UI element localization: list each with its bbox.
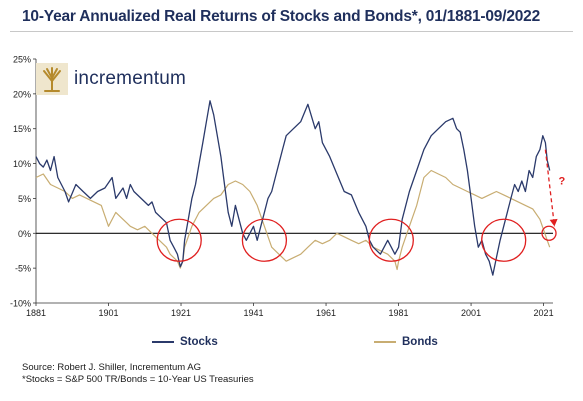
source-note: Source: Robert J. Shiller, Incrementum A…: [22, 362, 254, 386]
annotation-layer: ?: [156, 149, 565, 262]
y-tick-label: 5%: [18, 194, 31, 204]
x-tick-label: 2001: [461, 308, 481, 318]
source-line: Source: Robert J. Shiller, Incrementum A…: [22, 362, 201, 373]
footnote-line: *Stocks = S&P 500 TR/Bonds = 10-Year US …: [22, 374, 254, 385]
x-tick-label: 1901: [98, 308, 118, 318]
forecast-arrow: [544, 149, 556, 227]
tree-logo-icon: [36, 63, 68, 95]
highlight-circle: [156, 218, 202, 262]
x-tick-label: 1921: [171, 308, 191, 318]
series-line-bonds: [35, 169, 551, 271]
x-tick-label: 1881: [26, 308, 46, 318]
legend-item-bonds: Bonds: [374, 336, 438, 348]
highlight-circle: [241, 218, 288, 262]
y-tick-label: 25%: [13, 55, 31, 65]
y-tick-label: 0%: [18, 229, 31, 239]
series-layer: [35, 100, 551, 276]
legend-item-stocks: Stocks: [152, 336, 218, 348]
legend-label-bonds: Bonds: [402, 336, 438, 348]
y-tick-label: 10%: [13, 159, 31, 169]
x-tick-label: 1961: [316, 308, 336, 318]
brand-logo: incrementum: [36, 63, 186, 95]
x-tick-label: 1981: [389, 308, 409, 318]
y-tick-label: -10%: [10, 299, 31, 309]
forecast-arrowhead: [549, 218, 558, 227]
series-line-stocks: [35, 100, 551, 276]
y-tick-label: -5%: [15, 264, 31, 274]
forecast-question-mark: ?: [558, 175, 565, 187]
highlight-circle: [368, 218, 414, 262]
chart-title: 10-Year Annualized Real Returns of Stock…: [22, 8, 540, 25]
x-tick-label: 2021: [534, 308, 554, 318]
legend-swatch-bonds: [374, 341, 396, 343]
legend-swatch-stocks: [152, 341, 174, 343]
highlight-circle: [481, 218, 527, 262]
y-tick-label: 15%: [13, 124, 31, 134]
legend-label-stocks: Stocks: [180, 336, 218, 348]
highlight-circle: [541, 225, 557, 241]
title-divider: [10, 31, 573, 32]
brand-name: incrementum: [74, 68, 187, 89]
y-tick-label: 20%: [13, 89, 31, 99]
x-tick-label: 1941: [244, 308, 264, 318]
axis-layer: 25% 20% 15% 10% 5% 0% -5% -10%1881 1901 1921 1941 1…: [10, 55, 554, 319]
